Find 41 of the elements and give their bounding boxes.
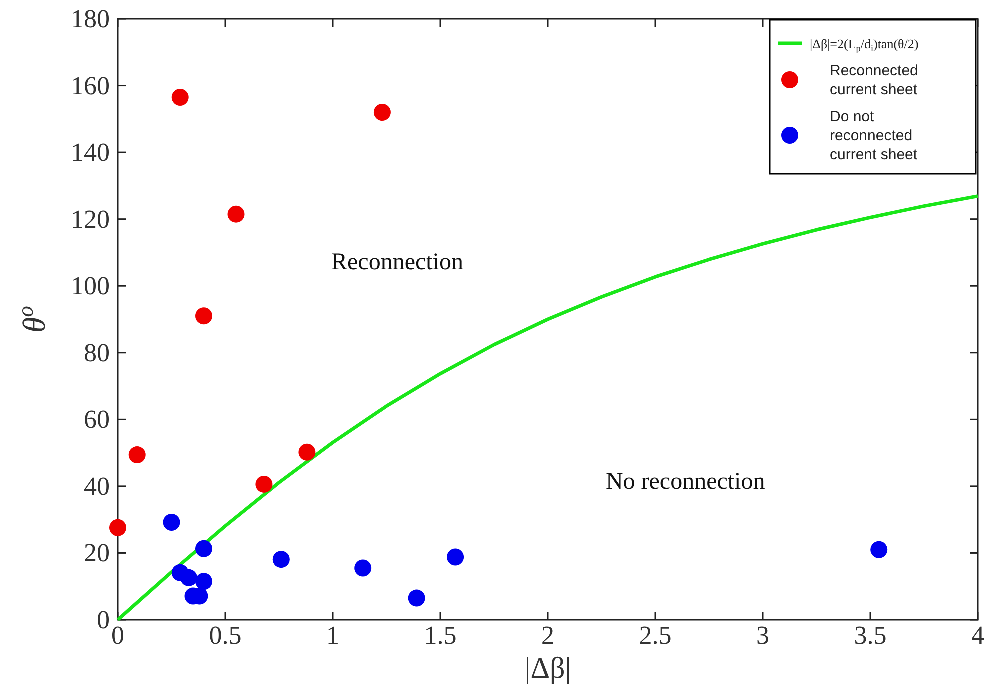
- y-tick-label: 100: [71, 272, 110, 301]
- x-tick-label: 2: [542, 621, 554, 650]
- point: [196, 308, 212, 325]
- point: [110, 519, 126, 536]
- x-tick-label: 1.5: [424, 621, 457, 650]
- y-tick-label: 180: [71, 4, 110, 34]
- y-tick-label: 40: [84, 472, 110, 501]
- x-tick-label: 1: [326, 621, 340, 650]
- point: [196, 540, 212, 558]
- point: [408, 590, 426, 607]
- legend-label: Reconnected current sheet: [830, 62, 918, 98]
- point: [196, 573, 212, 590]
- point: [256, 476, 273, 493]
- x-tick-label: 3: [756, 621, 770, 650]
- y-tick-label: 80: [84, 338, 110, 368]
- x-tick-label: 3.5: [854, 621, 887, 650]
- point: [272, 551, 290, 568]
- x-tick-label: 2.5: [639, 621, 672, 650]
- annotation: Reconnection: [332, 249, 464, 276]
- point: [163, 514, 180, 532]
- x-axis-title: |Δβ|: [524, 652, 572, 685]
- annotation: No reconnection: [606, 468, 766, 495]
- point: [870, 541, 888, 558]
- legend-label: |Δβ|=2(L$_{p}$/d$_{i}$)tan(θ/2): [810, 36, 919, 54]
- line-series: [116, 194, 980, 622]
- y-tick-label: 20: [84, 538, 110, 568]
- point: [354, 560, 372, 577]
- x-tick-label: 0.5: [209, 621, 242, 650]
- point: [172, 88, 189, 106]
- x-tick-label: 4: [972, 621, 984, 650]
- y-tick-label: 120: [71, 204, 110, 234]
- point: [180, 569, 198, 586]
- point: [374, 104, 391, 121]
- point: [228, 206, 245, 223]
- y-tick-label: 160: [71, 71, 110, 100]
- point: [447, 548, 464, 566]
- y-tick-label: 60: [84, 405, 110, 434]
- point: [298, 444, 316, 461]
- y-tick-label: 140: [71, 138, 110, 168]
- legend-label: Do not reconnected current sheet: [830, 108, 918, 163]
- point: [128, 446, 146, 464]
